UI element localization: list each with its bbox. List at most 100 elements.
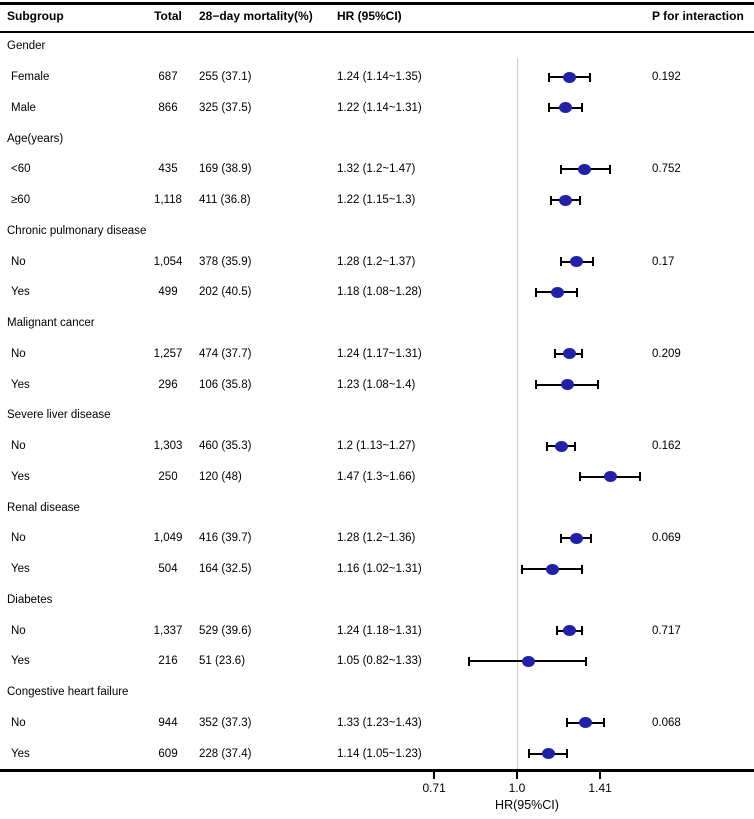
subgroup-cell: Male (11, 101, 36, 114)
hr-ci-cell: 1.23 (1.08~1.4) (337, 378, 416, 391)
mortality-cell: 378 (35.9) (199, 255, 252, 268)
total-cell: 216 (158, 655, 178, 668)
group-row: Congestive heart failure (0, 677, 754, 708)
ci-cap-right (581, 103, 584, 113)
group-label: Congestive heart failure (7, 686, 129, 699)
subgroup-cell: No (11, 624, 26, 637)
group-row: Malignant cancer (0, 308, 754, 339)
ci-cap-left (520, 564, 523, 574)
total-cell: 250 (158, 470, 178, 483)
group-row: Diabetes (0, 585, 754, 616)
mortality-cell: 164 (32.5) (199, 563, 252, 576)
group-label: Gender (7, 40, 46, 53)
axis-tick (516, 772, 518, 779)
mortality-cell: 255 (37.1) (199, 71, 252, 84)
mortality-cell: 416 (39.7) (199, 532, 252, 545)
total-cell: 504 (158, 563, 178, 576)
point-estimate-dot (558, 102, 572, 114)
ci-cap-left (545, 441, 548, 451)
bottom-rule (0, 769, 754, 772)
axis-tick (599, 772, 601, 779)
p-value-cell: 0.068 (652, 716, 681, 729)
group-row: Renal disease (0, 492, 754, 523)
p-value-cell: 0.17 (652, 255, 675, 268)
hr-ci-cell: 1.28 (1.2~1.36) (337, 532, 416, 545)
item-row: Yes 499 202 (40.5) 1.18 (1.08~1.28) (0, 277, 754, 308)
point-estimate-dot (542, 748, 556, 760)
hr-ci-cell: 1.24 (1.14~1.35) (337, 71, 422, 84)
total-cell: 1,054 (153, 255, 183, 268)
p-value-cell: 0.192 (652, 71, 681, 84)
item-row: Yes 250 120 (48) 1.47 (1.3~1.66) (0, 462, 754, 493)
axis-tick-label: 0.71 (422, 781, 446, 795)
subgroup-cell: Yes (11, 655, 30, 668)
hr-ci-cell: 1.24 (1.17~1.31) (337, 347, 422, 360)
item-row: Female 687 255 (37.1) 1.24 (1.14~1.35) 0.192 (0, 62, 754, 93)
hr-ci-cell: 1.22 (1.15~1.3) (337, 194, 416, 207)
ci-cap-left (527, 749, 530, 759)
axis-title: HR(95%CI) (495, 798, 559, 812)
total-cell: 296 (158, 378, 178, 391)
subgroup-cell: Yes (11, 378, 30, 391)
point-estimate-dot (570, 256, 584, 268)
subgroup-cell: No (11, 255, 26, 268)
group-label: Diabetes (7, 593, 53, 606)
top-rule (0, 2, 754, 5)
group-label: Renal disease (7, 501, 80, 514)
item-row: No 1,049 416 (39.7) 1.28 (1.2~1.36) 0.069 (0, 523, 754, 554)
ci-cap-right (581, 626, 584, 636)
ci-cap-left (560, 164, 563, 174)
column-header-total: Total (154, 9, 182, 23)
subgroup-cell: ≥60 (11, 194, 31, 207)
ci-cap-right (573, 441, 576, 451)
ci-cap-right (584, 656, 587, 666)
mortality-cell: 474 (37.7) (199, 347, 252, 360)
subgroup-cell: Yes (11, 286, 30, 299)
hr-ci-cell: 1.2 (1.13~1.27) (337, 440, 416, 453)
mortality-cell: 202 (40.5) (199, 286, 252, 299)
forest-rows: Gender Female 687 255 (37.1) 1.24 (1.14~1.35… (0, 31, 754, 769)
ci-cap-right (575, 287, 578, 297)
point-estimate-dot (562, 71, 576, 83)
mortality-cell: 411 (36.8) (199, 194, 251, 207)
column-header-subgroup: Subgroup (7, 9, 64, 23)
ci-cap-left (467, 656, 470, 666)
total-cell: 609 (158, 747, 178, 760)
mortality-cell: 460 (35.3) (199, 440, 252, 453)
group-label: Chronic pulmonary disease (7, 224, 147, 237)
item-row: Male 866 325 (37.5) 1.22 (1.14~1.31) (0, 93, 754, 124)
mortality-cell: 169 (38.9) (199, 163, 252, 176)
ci-cap-right (566, 749, 569, 759)
ci-cap-left (549, 195, 552, 205)
subgroup-cell: No (11, 347, 26, 360)
subgroup-cell: Female (11, 71, 50, 84)
ci-cap-left (553, 349, 556, 359)
axis-tick-label: 1.41 (588, 781, 612, 795)
group-label: Severe liver disease (7, 409, 111, 422)
mortality-cell: 352 (37.3) (199, 716, 252, 729)
column-header-mortality: 28−day mortality(%) (199, 9, 313, 23)
ci-cap-right (602, 718, 605, 728)
item-row: No 1,257 474 (37.7) 1.24 (1.17~1.31) 0.209 (0, 339, 754, 370)
hr-ci-cell: 1.05 (0.82~1.33) (337, 655, 422, 668)
item-row: No 1,337 529 (39.6) 1.24 (1.18~1.31) 0.717 (0, 615, 754, 646)
point-estimate-dot (570, 532, 584, 544)
point-estimate-dot (560, 379, 574, 391)
item-row: <60 435 169 (38.9) 1.32 (1.2~1.47) 0.752 (0, 154, 754, 185)
point-estimate-dot (522, 655, 536, 667)
total-cell: 1,257 (153, 347, 183, 360)
total-cell: 1,303 (153, 440, 183, 453)
point-estimate-dot (546, 563, 560, 575)
column-header-p-interaction: P for interaction (652, 9, 744, 23)
total-cell: 687 (158, 71, 178, 84)
group-label: Age(years) (7, 132, 64, 145)
mortality-cell: 106 (35.8) (199, 378, 252, 391)
point-estimate-dot (554, 440, 568, 452)
group-label: Malignant cancer (7, 317, 95, 330)
group-row: Gender (0, 31, 754, 62)
ci-cap-right (581, 349, 584, 359)
item-row: Yes 609 228 (37.4) 1.14 (1.05~1.23) (0, 738, 754, 769)
ci-cap-right (579, 195, 582, 205)
ci-cap-right (597, 380, 600, 390)
